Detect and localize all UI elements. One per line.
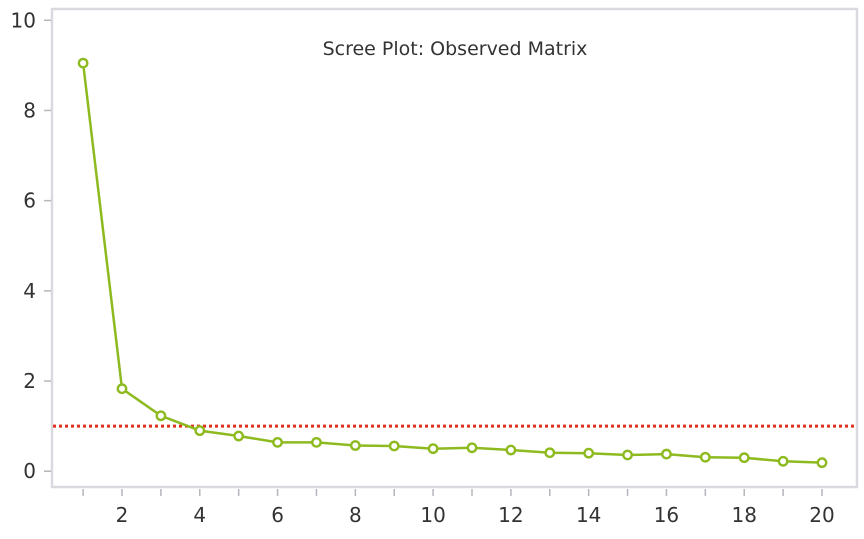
x-tick-label: 8 <box>349 503 362 527</box>
y-tick-label: 8 <box>23 98 36 122</box>
data-point <box>427 443 439 455</box>
chart-title: Scree Plot: Observed Matrix <box>323 38 588 60</box>
data-point <box>661 448 672 460</box>
x-tick-label: 2 <box>116 503 129 527</box>
data-point <box>505 444 517 456</box>
x-tick-label: 16 <box>654 503 679 527</box>
data-point <box>699 451 711 463</box>
y-tick-label: 6 <box>23 189 36 213</box>
data-points <box>77 57 828 469</box>
y-axis: 0 2 4 6 8 10 <box>11 8 51 483</box>
data-point <box>155 410 167 422</box>
data-point <box>233 430 245 442</box>
x-tick-label: 18 <box>731 503 756 527</box>
data-point <box>311 436 322 448</box>
y-tick-label: 0 <box>23 459 36 483</box>
data-point <box>349 440 361 451</box>
data-point <box>77 57 89 69</box>
x-axis: 2 4 6 8 10 12 14 16 18 20 <box>82 489 835 527</box>
data-point <box>816 457 828 469</box>
data-point <box>466 442 478 454</box>
data-point <box>544 447 556 459</box>
y-tick-label: 10 <box>11 8 36 32</box>
x-tick-label: 10 <box>420 503 445 527</box>
data-point <box>583 447 595 459</box>
data-point <box>272 436 283 448</box>
plot-frame <box>50 7 859 489</box>
x-tick-label: 14 <box>576 503 601 527</box>
data-point <box>622 449 633 461</box>
data-point <box>777 455 789 467</box>
x-tick-label: 4 <box>193 503 206 527</box>
x-tick-label: 20 <box>809 503 834 527</box>
data-point <box>388 440 400 452</box>
y-tick-label: 4 <box>23 279 36 303</box>
data-point <box>194 425 206 437</box>
y-tick-label: 2 <box>23 369 36 393</box>
data-point <box>116 383 128 395</box>
series-line <box>81 62 823 464</box>
data-point <box>738 452 750 464</box>
x-tick-label: 12 <box>498 503 523 527</box>
x-tick-label: 6 <box>271 503 284 527</box>
